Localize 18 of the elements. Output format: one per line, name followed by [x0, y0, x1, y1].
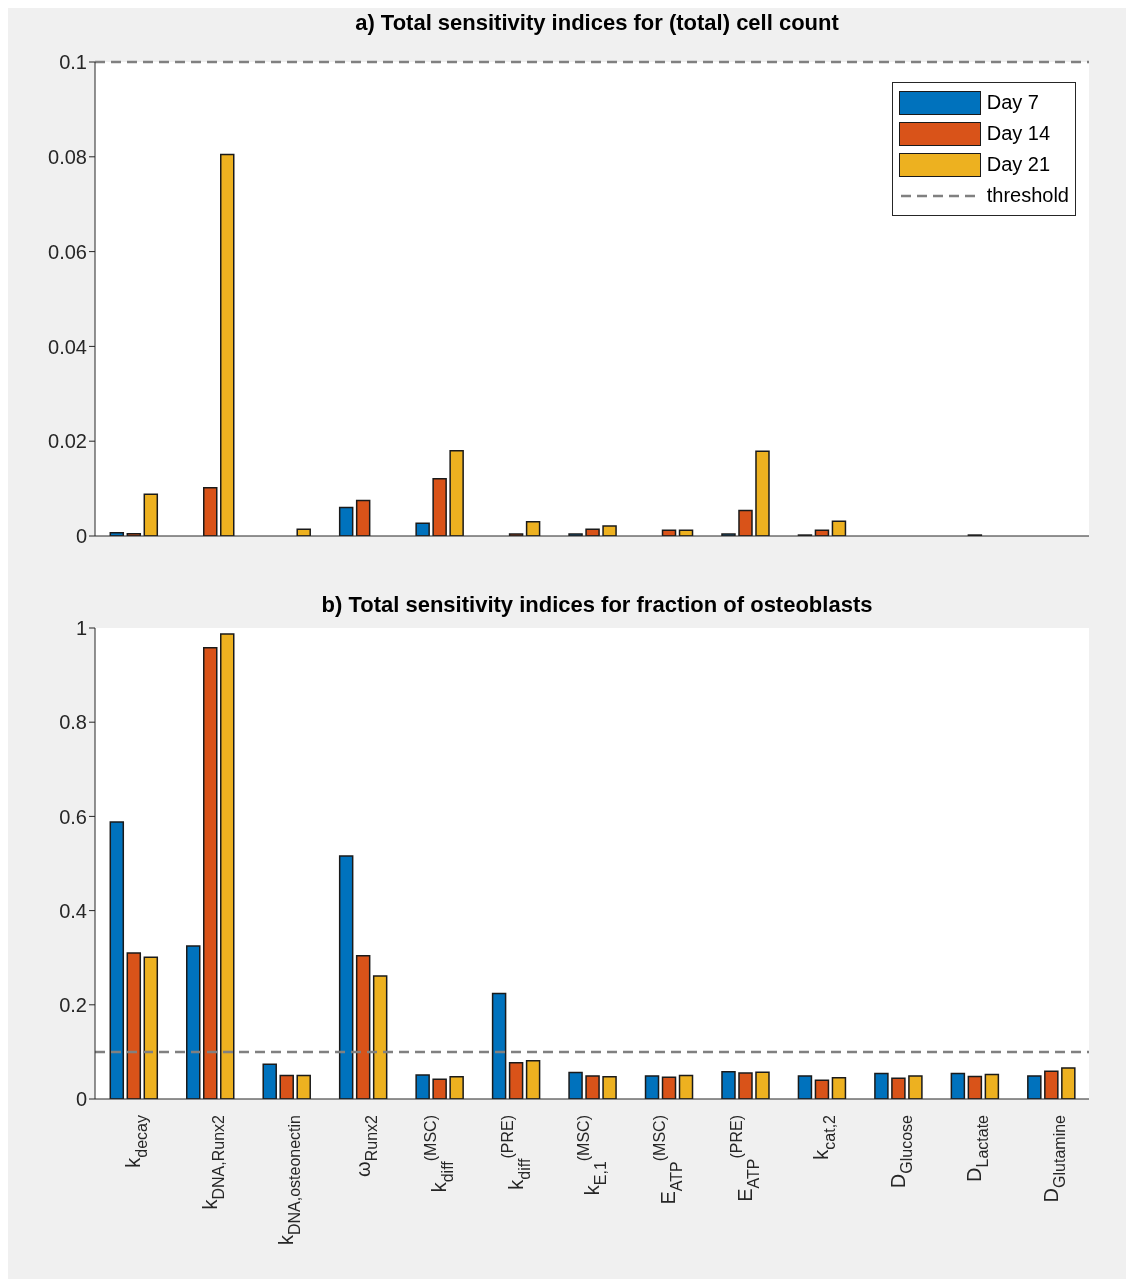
y-tick-label: 0: [75, 1088, 87, 1111]
chart-title: a) Total sensitivity indices for (total) cell count: [354, 9, 840, 37]
y-tick-label: 1: [75, 617, 87, 640]
legend-label: Day 21: [986, 153, 1051, 176]
y-tick-label: 0.02: [48, 430, 87, 453]
chart-title: b) Total sensitivity indices for fraction of osteoblasts: [321, 592, 873, 617]
legend-label: Day 14: [986, 122, 1051, 145]
y-tick-label: 0.6: [59, 805, 87, 828]
y-tick-label: 0.2: [59, 993, 87, 1016]
legend-label: Day 7: [986, 91, 1039, 114]
y-tick-label: 0.4: [59, 899, 87, 922]
y-tick-label: 0.04: [48, 335, 87, 358]
y-tick-label: 0: [75, 525, 87, 548]
y-tick-label: 0.8: [59, 711, 87, 734]
y-tick-label: 0.1: [59, 51, 87, 74]
y-tick-label: 0.08: [48, 145, 87, 168]
legend-label: threshold: [986, 184, 1069, 207]
y-tick-label: 0.06: [48, 240, 87, 263]
